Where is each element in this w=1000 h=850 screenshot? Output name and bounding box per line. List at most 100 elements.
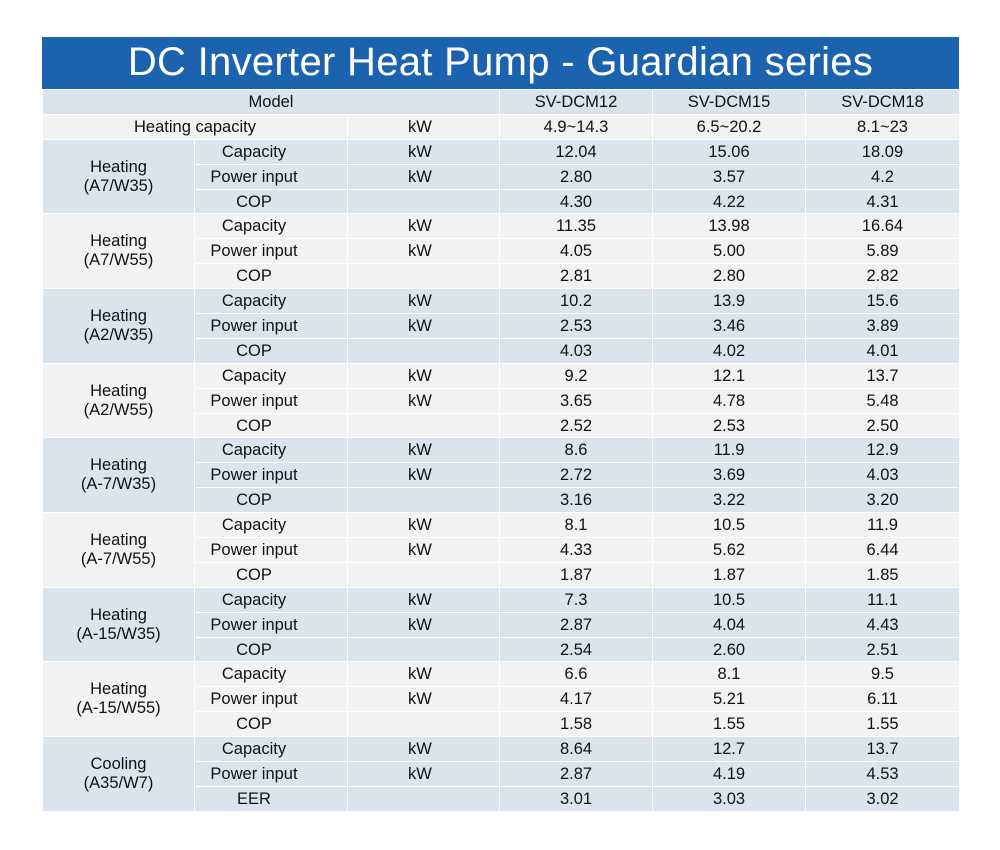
metric-value: 5.00 xyxy=(652,238,807,265)
metric-value: 2.53 xyxy=(499,313,654,339)
metric-unit: kW xyxy=(346,138,501,165)
table-header-row: Model SV-DCM12 SV-DCM15 SV-DCM18 xyxy=(41,89,961,115)
metric-value: 2.81 xyxy=(499,263,654,290)
condition-temps: (A-15/W55) xyxy=(76,699,161,718)
metric-value: 1.55 xyxy=(652,711,807,738)
metric-label: Power input xyxy=(194,462,348,489)
table-row: Power input kW 4.17 5.21 6.11 xyxy=(43,686,961,713)
metric-label: COP xyxy=(194,487,348,514)
table-row: COP 4.30 4.22 4.31 xyxy=(43,188,961,215)
metric-unit: kW xyxy=(346,437,501,464)
metric-value: 2.51 xyxy=(805,636,961,663)
metric-value: 7.3 xyxy=(499,586,654,613)
metric-value: 4.2 xyxy=(805,163,961,190)
metric-label: Power input xyxy=(194,163,348,190)
condition-temps: (A7/W35) xyxy=(83,176,154,195)
metric-value: 4.03 xyxy=(499,337,654,364)
table-row: Power input kW 2.87 4.19 4.53 xyxy=(43,761,961,787)
metric-value: 13.7 xyxy=(805,736,961,763)
model-header-sv-dcm12: SV-DCM12 xyxy=(499,89,654,115)
metric-value: 16.64 xyxy=(805,213,961,240)
metric-unit: kW xyxy=(346,288,501,315)
metric-value: 2.54 xyxy=(499,636,654,663)
condition-mode: Cooling xyxy=(90,754,147,773)
condition-group-label: Heating (A7/W55) xyxy=(42,213,195,290)
metric-value: 3.69 xyxy=(652,462,807,489)
metric-value: 11.1 xyxy=(805,586,961,613)
metric-unit: kW xyxy=(346,387,501,414)
metric-label: Capacity xyxy=(194,362,348,389)
metric-value: 2.60 xyxy=(652,636,807,663)
metric-value: 4.22 xyxy=(652,188,807,215)
metric-value: 3.22 xyxy=(652,487,807,514)
metric-unit: kW xyxy=(346,462,501,489)
metric-label: COP xyxy=(194,412,348,439)
metric-value: 12.1 xyxy=(652,362,807,389)
table-row: Power input kW 2.87 4.04 4.43 xyxy=(43,611,961,638)
metric-value: 4.53 xyxy=(805,761,961,787)
condition-mode: Heating xyxy=(90,530,147,549)
metric-label: Power input xyxy=(194,537,348,563)
spec-table: Model SV-DCM12 SV-DCM15 SV-DCM18 Heating… xyxy=(41,89,961,812)
table-row: Heating (A-7/W35) Capacity kW 8.6 11.9 12.9 xyxy=(42,437,961,514)
metric-label: Power input xyxy=(194,686,348,713)
condition-mode: Heating xyxy=(90,605,147,624)
condition-temps: (A-7/W55) xyxy=(80,549,157,568)
table-row: COP 3.16 3.22 3.20 xyxy=(43,487,961,514)
metric-value: 2.80 xyxy=(499,163,654,190)
metric-unit: kW xyxy=(346,586,501,613)
metric-value: 13.98 xyxy=(652,213,807,240)
table-row: Heating (A7/W55) Capacity kW 11.35 13.98 16.64 xyxy=(42,213,961,290)
condition-mode: Heating xyxy=(90,157,147,176)
table-row: Heating (A-15/W35) Capacity kW 7.3 10.5 11.1 xyxy=(42,586,961,663)
table-row: Power input kW 4.33 5.62 6.44 xyxy=(43,537,961,563)
condition-group-label: Heating (A-7/W35) xyxy=(42,437,195,514)
metric-value: 3.65 xyxy=(499,387,654,414)
metric-unit xyxy=(346,487,501,514)
table-row: Power input kW 2.53 3.46 3.89 xyxy=(43,313,961,339)
metric-value: 2.80 xyxy=(652,263,807,290)
metric-value: 13.7 xyxy=(805,362,961,389)
metric-value: 10.5 xyxy=(652,512,807,539)
metric-value: 2.82 xyxy=(805,263,961,290)
metric-unit: kW xyxy=(346,686,501,713)
heating-capacity-label: Heating capacity xyxy=(42,113,348,140)
metric-value: 4.19 xyxy=(652,761,807,787)
metric-value: 6.11 xyxy=(805,686,961,713)
condition-group-label: Heating (A2/W55) xyxy=(42,362,195,439)
metric-label: Power input xyxy=(194,238,348,265)
metric-value: 4.78 xyxy=(652,387,807,414)
table-row: Heating (A2/W35) Capacity kW 10.2 13.9 15.6 xyxy=(42,288,961,364)
condition-mode: Heating xyxy=(90,680,147,699)
metric-label: Capacity xyxy=(194,213,348,240)
heating-capacity-value: 4.9~14.3 xyxy=(499,113,654,140)
metric-unit xyxy=(346,785,501,812)
condition-group-label: Heating (A2/W35) xyxy=(42,288,195,364)
metric-value: 2.52 xyxy=(499,412,654,439)
condition-mode: Heating xyxy=(90,456,147,475)
metric-label: COP xyxy=(194,636,348,663)
metric-value: 12.04 xyxy=(499,138,654,165)
metric-value: 18.09 xyxy=(805,138,961,165)
condition-mode: Heating xyxy=(90,306,147,325)
heating-capacity-value: 8.1~23 xyxy=(805,113,961,140)
condition-temps: (A-7/W35) xyxy=(80,475,157,494)
metric-value: 4.30 xyxy=(499,188,654,215)
metric-unit xyxy=(346,188,501,215)
metric-value: 1.87 xyxy=(652,561,807,588)
metric-value: 12.7 xyxy=(652,736,807,763)
table-row: COP 4.03 4.02 4.01 xyxy=(43,337,961,364)
model-label: Model xyxy=(41,89,501,115)
metric-unit: kW xyxy=(346,537,501,563)
metric-value: 4.17 xyxy=(499,686,654,713)
metric-value: 8.1 xyxy=(499,512,654,539)
metric-value: 9.2 xyxy=(499,362,654,389)
metric-value: 3.01 xyxy=(499,785,654,812)
metric-value: 2.53 xyxy=(652,412,807,439)
metric-value: 1.85 xyxy=(805,561,961,588)
metric-label: Capacity xyxy=(194,736,348,763)
metric-unit xyxy=(346,636,501,663)
metric-value: 12.9 xyxy=(805,437,961,464)
metric-value: 2.87 xyxy=(499,761,654,787)
metric-unit xyxy=(346,337,501,364)
